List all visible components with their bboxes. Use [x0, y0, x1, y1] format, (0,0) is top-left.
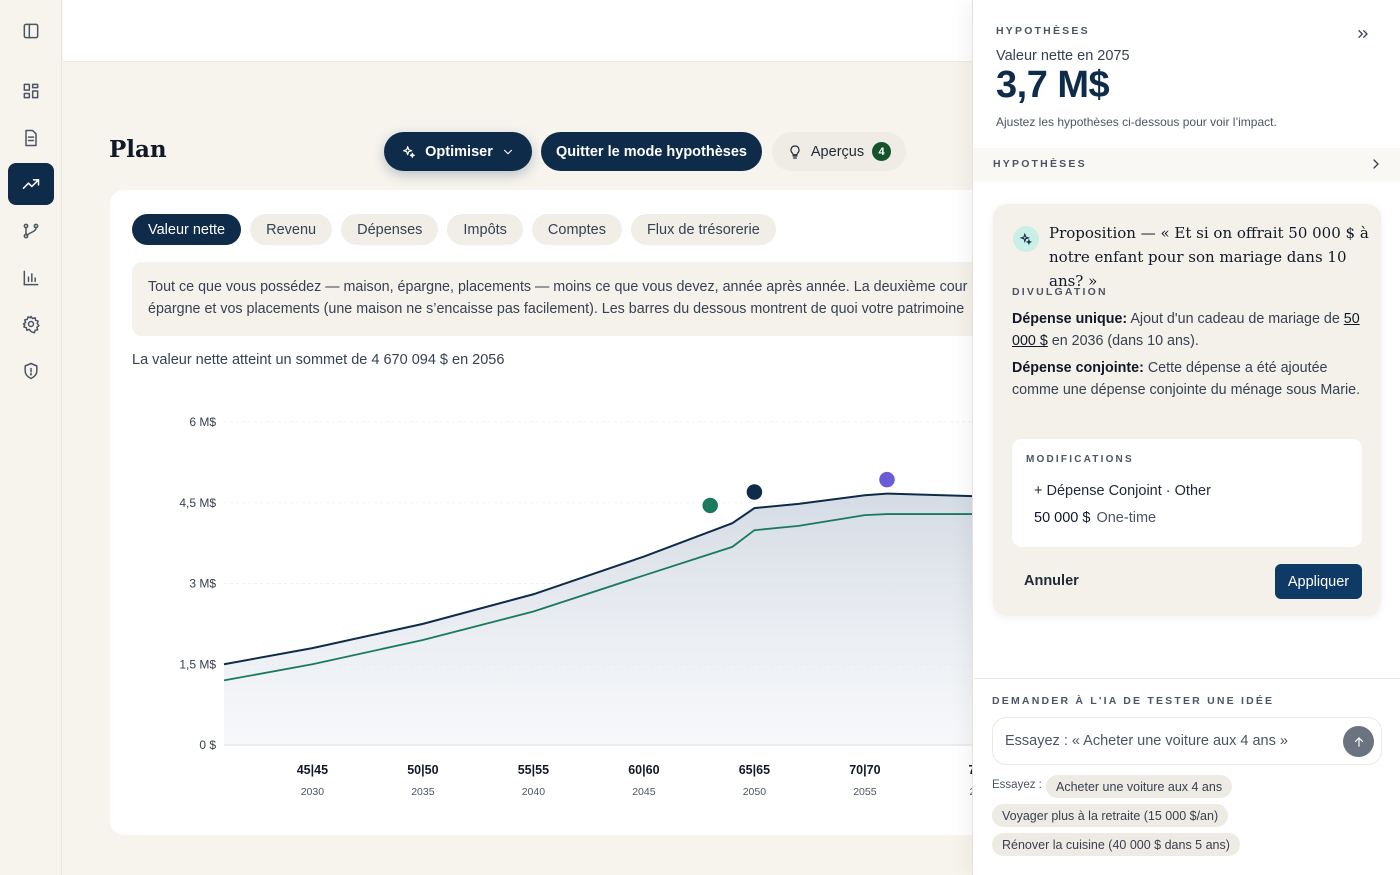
tab-expenses[interactable]: Dépenses	[341, 214, 439, 245]
send-button[interactable]	[1343, 726, 1374, 757]
ai-prompt-input[interactable]	[1005, 718, 1335, 764]
insights-count-badge: 4	[872, 142, 892, 161]
ai-prompt-field-wrapper	[992, 717, 1382, 765]
proposal-title: Proposition — « Et si on offrait 50 000 …	[1049, 224, 1369, 290]
joint-expense-text: Dépense conjointe: Cette dépense a été a…	[1012, 357, 1362, 401]
tab-cash-flow[interactable]: Flux de trésorerie	[630, 214, 776, 245]
suggestion-chip[interactable]: Voyager plus à la retraite (15 000 $/an)	[992, 804, 1229, 827]
tab-bar: Valeur nette Revenu Dépenses Impôts Comp…	[132, 214, 776, 245]
left-rail	[0, 0, 62, 875]
proposal-card: Proposition — « Et si on offrait 50 000 …	[993, 204, 1381, 616]
bar-chart-icon	[23, 270, 39, 286]
optimize-label: Optimiser	[425, 143, 493, 160]
modifications-label: MODIFICATIONS	[1026, 454, 1134, 465]
nav-documents[interactable]	[8, 117, 54, 159]
trend-icon	[22, 179, 40, 189]
nav-dashboard[interactable]	[8, 70, 54, 112]
tab-taxes[interactable]: Impôts	[447, 214, 523, 245]
modification-amount: 50 000 $	[1034, 510, 1091, 526]
hypotheses-section-toggle[interactable]: HYPOTHÈSES	[973, 148, 1400, 182]
page-title: Plan	[109, 136, 167, 163]
insights-label: Aperçus	[810, 143, 865, 160]
net-worth-value: 3,7 M$	[996, 64, 1110, 106]
sparkle-icon	[403, 145, 416, 158]
shield-icon	[24, 362, 38, 380]
modifications-box: MODIFICATIONS + Dépense Conjoint · Other…	[1012, 439, 1362, 547]
chart-description: Tout ce que vous possédez — maison, épar…	[132, 262, 1032, 336]
section-label: HYPOTHÈSES	[993, 158, 1087, 170]
panel-subtitle: Valeur nette en 2075	[996, 48, 1130, 64]
peak-summary: La valeur nette atteint un sommet de 4 6…	[132, 352, 505, 368]
arrow-up-icon	[1354, 736, 1363, 747]
insights-button[interactable]: Aperçus 4	[772, 132, 906, 171]
panel-eyebrow: HYPOTHÈSES	[996, 25, 1090, 37]
hypotheses-panel: HYPOTHÈSES Valeur nette en 2075 3,7 M$ A…	[972, 0, 1400, 875]
nav-reports[interactable]	[8, 257, 54, 299]
unique-expense-amount: 50 000 $	[1012, 311, 1360, 349]
nav-settings[interactable]	[8, 303, 54, 345]
joint-expense-label: Dépense conjointe:	[1012, 360, 1144, 376]
nav-security[interactable]	[8, 350, 54, 392]
proposal-icon	[1013, 226, 1039, 252]
sidebar-icon	[23, 23, 39, 39]
tab-net-worth[interactable]: Valeur nette	[132, 214, 242, 245]
collapse-panel-button[interactable]	[1355, 26, 1371, 47]
modification-line: + Dépense Conjoint · Other	[1034, 483, 1211, 499]
chevron-right-icon	[1373, 159, 1379, 169]
suggestion-chip[interactable]: Acheter une voiture aux 4 ans	[1046, 775, 1233, 798]
optimize-button[interactable]: Optimiser	[384, 132, 532, 171]
joint-expense-desc: Cette dépense a été ajoutée comme une dé…	[1012, 360, 1361, 398]
quit-hypotheses-button[interactable]: Quitter le mode hypothèses	[541, 132, 762, 171]
chevron-down-icon	[503, 149, 512, 154]
description-line-2: épargne et vos placements (une maison ne…	[148, 301, 965, 317]
sparkle-icon	[1019, 232, 1033, 246]
unique-expense-desc-a: Ajout d'un cadeau de mariage de	[1130, 311, 1340, 327]
panel-hint: Ajustez les hypothèses ci-dessous pour v…	[996, 115, 1277, 129]
toggle-sidebar-button[interactable]	[8, 10, 54, 52]
modification-amount-line: 50 000 $ One-time	[1034, 510, 1156, 526]
unique-expense-desc-b: en 2036 (dans 10 ans).	[1051, 333, 1199, 349]
try-label: Essayez :	[992, 779, 1042, 791]
branch-icon	[23, 223, 39, 239]
disclosure-label: DIVULGATION	[1012, 286, 1108, 298]
lightbulb-icon	[790, 144, 800, 159]
modification-frequency: One-time	[1096, 510, 1157, 526]
grid-icon	[23, 83, 39, 99]
document-icon	[25, 129, 37, 147]
nav-scenarios[interactable]	[8, 210, 54, 252]
suggestion-chip[interactable]: Rénover la cuisine (40 000 $ dans 5 ans)	[992, 833, 1240, 856]
unique-expense-text: Dépense unique: Ajout d'un cadeau de mar…	[1012, 308, 1362, 352]
description-line-1: Tout ce que vous possédez — maison, épar…	[148, 279, 968, 295]
ai-prompt-box: DEMANDER À L'IA DE TESTER UNE IDÉE Essay…	[973, 678, 1400, 875]
cancel-button[interactable]: Annuler	[1024, 573, 1079, 589]
chart-card: Valeur nette Revenu Dépenses Impôts Comp…	[110, 190, 1032, 835]
apply-button[interactable]: Appliquer	[1275, 564, 1362, 599]
gear-icon	[22, 315, 40, 334]
tab-income[interactable]: Revenu	[250, 214, 333, 245]
ai-prompt-label: DEMANDER À L'IA DE TESTER UNE IDÉE	[992, 695, 1275, 707]
unique-expense-label: Dépense unique:	[1012, 311, 1128, 327]
tab-accounts[interactable]: Comptes	[531, 214, 622, 245]
nav-plan[interactable]	[8, 163, 54, 205]
double-chevron-right-icon	[1358, 29, 1368, 38]
